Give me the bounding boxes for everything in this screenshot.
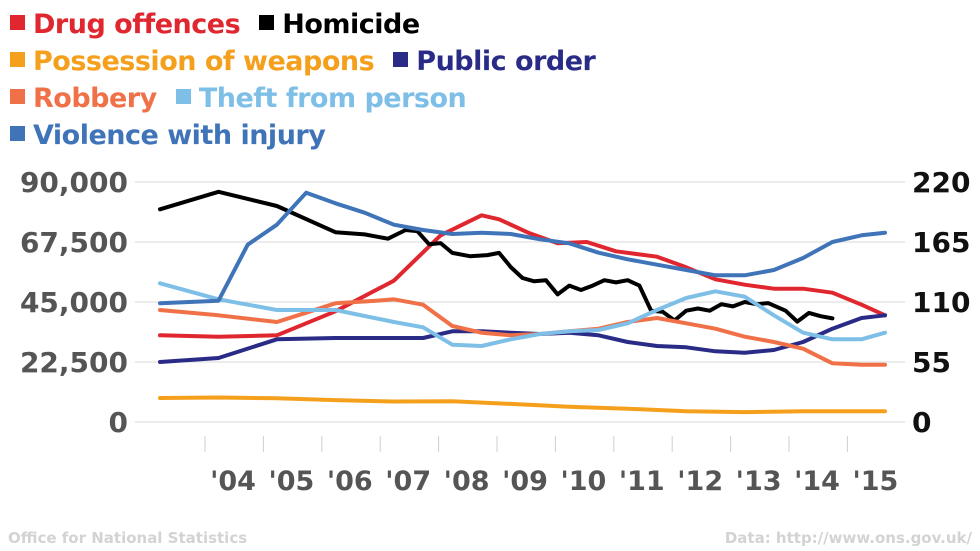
legend-label: Public order [416,46,596,77]
legend-swatch [10,126,25,141]
legend-swatch [10,15,25,30]
y-left-tick-label: 0 [109,406,128,439]
legend-item-robbery: Robbery [10,80,157,117]
series-line-homicide [158,189,835,324]
legend-swatch [10,52,25,67]
legend-item-homicide: Homicide [259,6,420,43]
legend-label: Violence with injury [33,120,326,151]
y-right-tick-label: 0 [912,406,931,439]
y-right-tick-label: 110 [912,286,970,319]
y-right-tick-label: 165 [912,226,970,259]
legend-swatch [10,89,25,104]
x-tick-label: '07 [385,466,431,497]
data-link: Data: http://www.ons.gov.uk/ [724,529,972,547]
chart-legend: Drug offences Homicide Possession of wea… [10,6,710,154]
gridlines [135,181,905,452]
legend-row: Violence with injury [10,117,710,154]
series-line-violence-with-injury [158,190,887,306]
x-axis-ticks: '04 '05 '06 '07 '08 '09 '10 '11 '12 '13 '14 '15 [210,466,898,497]
legend-row: Drug offences Homicide [10,6,710,43]
y-right-tick-label: 55 [912,346,951,379]
y-left-tick-label: 45,000 [20,286,128,319]
y-left-tick-label: 22,500 [20,346,128,379]
legend-item-violence-with-injury: Violence with injury [10,117,326,154]
legend-item-possession-of-weapons: Possession of weapons [10,43,375,80]
y-left-tick-label: 67,500 [20,226,128,259]
x-tick-label: '15 [852,466,898,497]
legend-row: Possession of weapons Public order [10,43,710,80]
legend-item-theft-from-person: Theft from person [175,80,467,117]
x-tick-label: '09 [502,466,548,497]
legend-row: Robbery Theft from person [10,80,710,117]
series-line-theft-from-person [158,281,887,348]
series-line-possession-of-weapons [158,395,887,415]
legend-swatch [259,15,275,30]
right-axis-ticks: 0 55 110 165 220 [912,166,970,439]
legend-swatch [175,89,191,104]
x-tick-label: '12 [677,466,723,497]
legend-swatch [393,52,409,67]
legend-label: Possession of weapons [33,46,375,77]
y-right-tick-label: 220 [912,166,970,199]
x-tick-label: '10 [560,466,606,497]
legend-item-public-order: Public order [393,43,596,80]
legend-label: Homicide [282,9,420,40]
legend-label: Robbery [33,83,157,114]
series-lines [158,189,887,415]
legend-label: Drug offences [33,9,241,40]
x-tick-label: '04 [210,466,256,497]
left-axis-ticks: 0 22,500 45,000 67,500 90,000 [20,166,128,439]
x-tick-label: '05 [268,466,314,497]
x-tick-label: '13 [736,466,782,497]
x-tick-label: '14 [794,466,840,497]
y-left-tick-label: 90,000 [20,166,128,199]
x-tick-label: '08 [444,466,490,497]
source-credit: Office for National Statistics [8,529,248,547]
legend-item-drug-offences: Drug offences [10,6,241,43]
legend-label: Theft from person [198,83,467,114]
x-tick-label: '06 [327,466,373,497]
x-tick-label: '11 [619,466,665,497]
